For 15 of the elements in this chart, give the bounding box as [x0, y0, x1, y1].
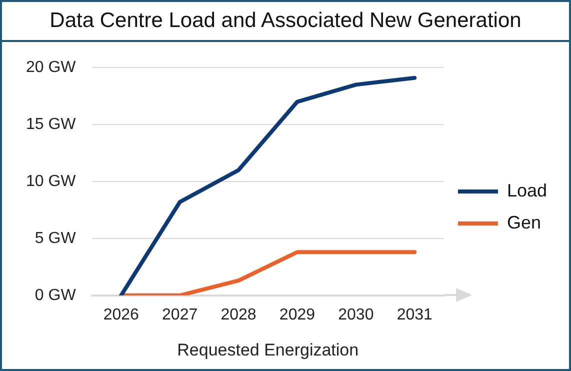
y-tick-label: 0 GW: [34, 286, 77, 304]
y-tick-label: 5 GW: [34, 230, 77, 247]
x-tick-label: 2028: [220, 306, 256, 324]
y-tick-label: 10 GW: [26, 172, 77, 190]
x-tick-label: 2027: [162, 306, 198, 324]
x-tick-label: 2031: [396, 306, 433, 324]
x-tick-label: 2029: [279, 306, 316, 324]
chart-title: Data Centre Load and Associated New Generation: [2, 2, 569, 42]
y-tick-label: 20 GW: [26, 59, 77, 76]
x-tick-label: 2030: [338, 306, 374, 324]
x-tick-label: 2026: [103, 306, 140, 324]
y-tick-label: 15 GW: [26, 116, 77, 133]
legend-label: Load: [506, 180, 548, 200]
x-axis-title: Requested Energization: [177, 340, 359, 360]
legend-label: Gen: [506, 212, 541, 232]
